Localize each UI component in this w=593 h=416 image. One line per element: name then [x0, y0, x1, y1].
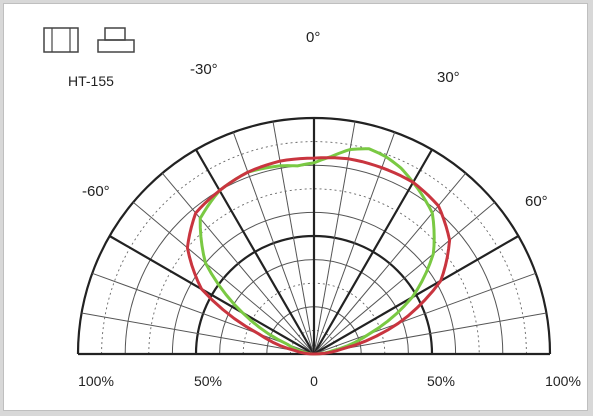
series-curve-2	[185, 156, 452, 356]
angle-label: -30°	[190, 61, 218, 78]
front-view-icon	[43, 27, 79, 53]
grid-spoke	[313, 272, 536, 355]
grid-spoke	[313, 235, 519, 355]
polar-grid	[76, 116, 552, 356]
angle-label: 60°	[525, 193, 548, 210]
radial-label: 50%	[194, 373, 222, 389]
grid-spoke	[313, 121, 356, 355]
grid-spoke	[313, 172, 467, 355]
grid-spoke	[161, 172, 315, 355]
radial-label: 100%	[78, 373, 114, 389]
data-series	[185, 147, 452, 356]
radial-label: 100%	[545, 373, 581, 389]
grid-spoke	[195, 149, 315, 355]
grid-spoke	[132, 201, 315, 355]
radial-label: 50%	[427, 373, 455, 389]
grid-spoke	[313, 132, 396, 355]
grid-spoke	[81, 312, 315, 355]
product-label: HT-155	[68, 73, 114, 89]
angle-label: 0°	[306, 29, 320, 46]
chart-labels: HT-155 -60° -30° 0° 30° 60° 100% 50% 0 50% 100%	[68, 29, 581, 389]
grid-spoke	[232, 132, 315, 355]
grid-spoke	[313, 201, 496, 355]
side-view-icon	[97, 27, 135, 53]
angle-label: -60°	[82, 183, 110, 200]
radial-label: 0	[310, 373, 318, 389]
angle-label: 30°	[437, 69, 460, 86]
grid-spoke	[109, 235, 315, 355]
